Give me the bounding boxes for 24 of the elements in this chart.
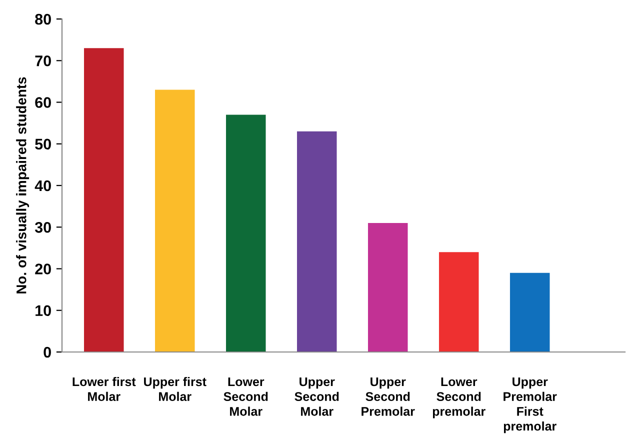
bar — [510, 272, 550, 352]
x-tick-label: Upper Premolar First premolar — [504, 377, 557, 434]
y-tick-label: 70 — [35, 55, 51, 66]
x-tick-label: Upper first Molar — [144, 377, 206, 402]
y-tick-label: 60 — [35, 97, 51, 108]
x-tick-label: Upper Second Molar — [294, 377, 339, 416]
y-tick-label: 0 — [44, 346, 51, 358]
y-tick-label: 40 — [34, 180, 51, 192]
x-tick-label: Lower Second Molar — [224, 377, 268, 416]
y-tick-label: 20 — [35, 264, 51, 274]
y-tick-label: 30 — [34, 222, 51, 233]
y-tick-label: 80 — [35, 14, 51, 25]
y-tick-label: 50 — [35, 138, 51, 150]
bar — [368, 222, 408, 352]
x-tick-label: Lower first Molar — [72, 377, 136, 402]
bar — [296, 131, 337, 352]
bar — [438, 252, 479, 352]
bar — [226, 114, 266, 352]
bar — [84, 48, 124, 352]
y-tick-label: 10 — [36, 305, 51, 316]
bar — [155, 90, 195, 352]
x-tick-label: Lower Second premolar — [432, 377, 486, 418]
y-axis-title: No. of visually impaired students — [16, 77, 30, 294]
x-tick-label: Upper Second Premolar — [362, 377, 415, 416]
